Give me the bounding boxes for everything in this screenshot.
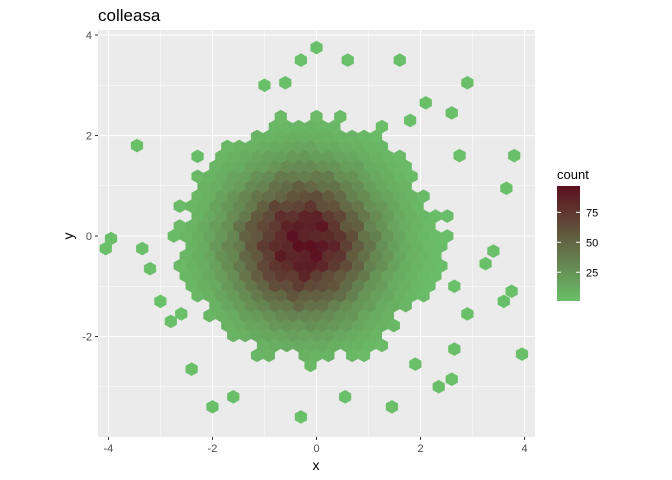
hex-cell bbox=[99, 241, 112, 256]
y-axis-title: y bbox=[60, 233, 76, 240]
y-tick-label: 4 bbox=[86, 30, 92, 42]
x-tick-label: -2 bbox=[208, 443, 218, 455]
hex-cell bbox=[185, 362, 198, 376]
hex-cell bbox=[310, 40, 323, 55]
hex-cell bbox=[508, 148, 521, 163]
hex-cell bbox=[227, 389, 240, 404]
hex-cell bbox=[143, 261, 157, 276]
hex-cell bbox=[432, 379, 445, 394]
x-tick-label: 4 bbox=[522, 443, 528, 455]
hex-cell bbox=[339, 389, 352, 404]
hex-cell bbox=[393, 53, 406, 67]
hex-cell bbox=[497, 294, 510, 309]
hex-cell bbox=[136, 241, 149, 256]
hex-cell bbox=[500, 181, 513, 196]
legend-tick-label: 75 bbox=[586, 207, 598, 219]
hex-cell bbox=[294, 53, 307, 67]
hex-cell bbox=[515, 347, 529, 361]
hex-cell bbox=[419, 96, 432, 110]
y-tick-label: 0 bbox=[86, 231, 92, 243]
hex-cell bbox=[505, 284, 518, 299]
hex-cell bbox=[393, 149, 406, 164]
legend-tick-label: 25 bbox=[586, 267, 598, 279]
hex-cell bbox=[206, 400, 219, 414]
hex-cell bbox=[461, 307, 474, 321]
hex-cell bbox=[175, 307, 188, 321]
x-axis-title: x bbox=[313, 457, 320, 473]
legend: count 25 50 75 bbox=[557, 167, 598, 301]
hex-cell bbox=[479, 256, 492, 271]
hex-cell bbox=[445, 372, 458, 387]
hex-cell bbox=[441, 209, 454, 223]
plot-title: colleasa bbox=[98, 6, 161, 25]
legend-tick-label: 50 bbox=[586, 237, 598, 249]
hex-cell bbox=[294, 410, 307, 424]
hex-cell bbox=[409, 357, 422, 371]
hex-cell bbox=[453, 148, 466, 163]
y-tick-label: -2 bbox=[82, 332, 92, 344]
hex-cell bbox=[334, 109, 347, 124]
hex-cell bbox=[404, 113, 417, 128]
x-tick-label: 2 bbox=[417, 443, 423, 455]
legend-colorbar bbox=[557, 186, 580, 301]
x-tick-label: 0 bbox=[313, 443, 319, 455]
legend-title: count bbox=[557, 167, 589, 182]
hex-cell bbox=[487, 244, 500, 258]
hex-cell bbox=[341, 53, 354, 67]
x-tick-label: -4 bbox=[104, 443, 114, 455]
hex-cell bbox=[417, 189, 430, 204]
hex-cell bbox=[448, 279, 461, 294]
hex-cell bbox=[445, 106, 458, 120]
hex-cell bbox=[274, 109, 287, 124]
hex-cell bbox=[441, 229, 454, 243]
hex-cell bbox=[461, 75, 474, 90]
x-axis: -4 -2 0 2 4 bbox=[104, 437, 528, 455]
hex-cell bbox=[154, 294, 167, 309]
hex-cell bbox=[258, 78, 271, 93]
hex-cell bbox=[385, 400, 399, 414]
hex-cell bbox=[130, 138, 144, 153]
hex-cell bbox=[191, 149, 204, 164]
hex-cells bbox=[99, 40, 529, 424]
hex-cell bbox=[310, 109, 323, 124]
hex-cell bbox=[279, 75, 292, 90]
hex-cell bbox=[448, 342, 461, 356]
y-axis: -2 0 2 4 bbox=[82, 30, 98, 344]
hex-cell bbox=[375, 119, 389, 134]
y-tick-label: 2 bbox=[86, 131, 92, 143]
